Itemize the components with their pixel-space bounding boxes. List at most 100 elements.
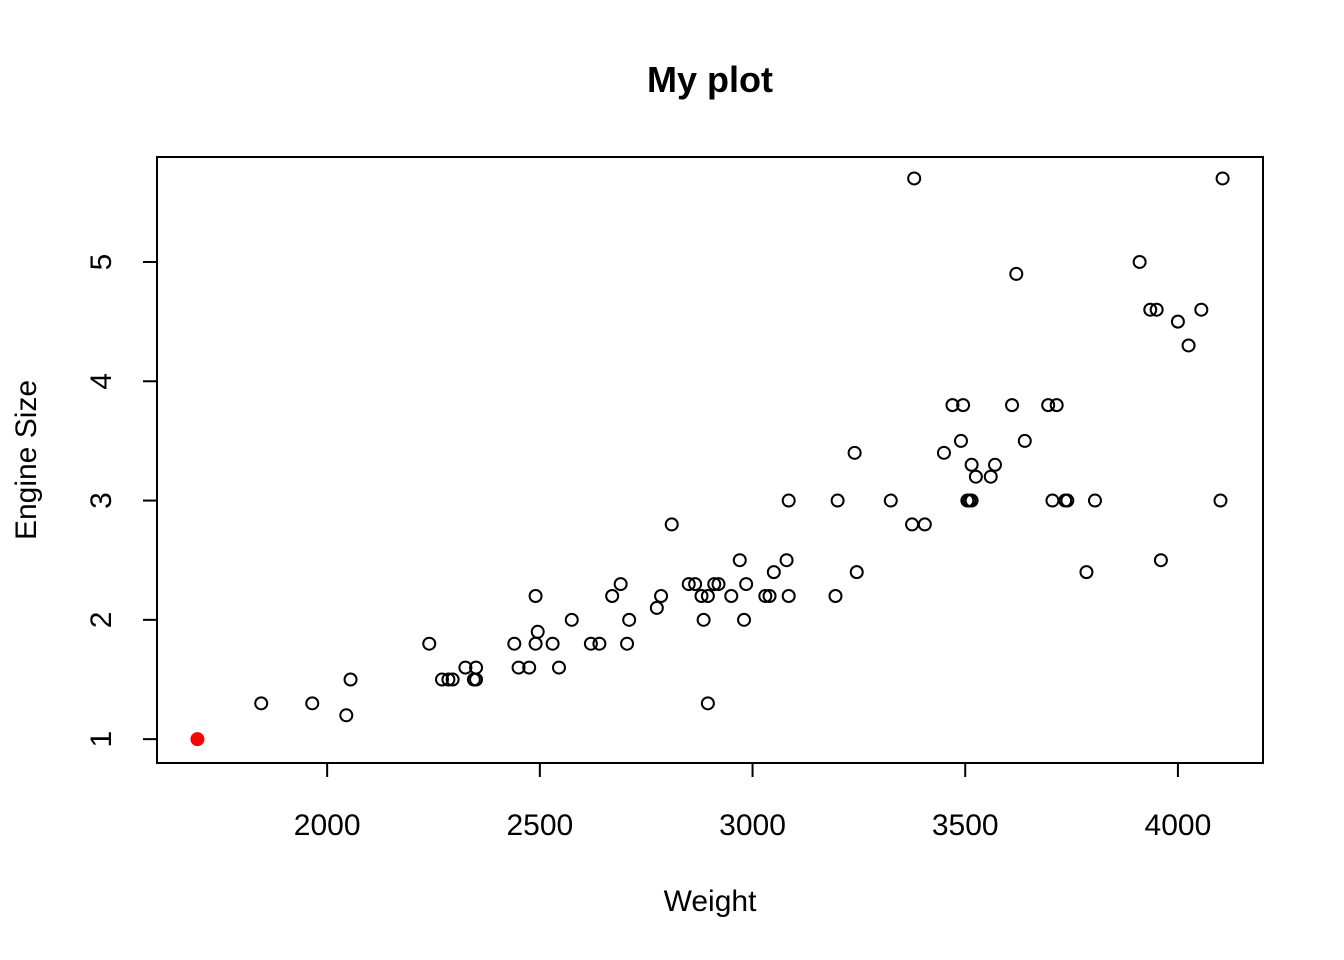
data-point — [1132, 254, 1147, 269]
data-point — [1017, 433, 1032, 448]
data-point — [1049, 398, 1064, 413]
data-point — [1079, 565, 1094, 580]
data-point — [681, 577, 696, 592]
data-point — [445, 672, 460, 687]
x-tick-label: 3000 — [719, 809, 786, 842]
y-tick-label: 1 — [85, 731, 118, 748]
data-point — [530, 624, 545, 639]
data-point — [592, 636, 607, 651]
y-tick-label: 2 — [85, 612, 118, 629]
data-point — [545, 636, 560, 651]
data-point — [507, 636, 522, 651]
data-point — [700, 696, 715, 711]
data-point — [758, 588, 773, 603]
data-point — [343, 672, 358, 687]
data-point — [1194, 302, 1209, 317]
data-point — [1181, 338, 1196, 353]
data-point — [883, 493, 898, 508]
data-point — [739, 577, 754, 592]
data-point — [830, 493, 845, 508]
data-point — [1045, 493, 1060, 508]
data-point — [724, 588, 739, 603]
data-point — [1213, 493, 1228, 508]
data-point — [1005, 398, 1020, 413]
y-tick-label: 4 — [85, 373, 118, 390]
data-point — [1087, 493, 1102, 508]
data-point — [583, 636, 598, 651]
data-points — [190, 171, 1230, 747]
y-tick-label: 5 — [85, 254, 118, 271]
x-tick-label: 4000 — [1145, 809, 1212, 842]
data-point — [305, 696, 320, 711]
data-point — [664, 517, 679, 532]
data-point — [956, 398, 971, 413]
highlighted-point — [190, 732, 205, 747]
data-point — [254, 696, 269, 711]
data-point — [847, 445, 862, 460]
data-point — [983, 469, 998, 484]
x-tick-label: 2000 — [294, 809, 361, 842]
data-point — [781, 588, 796, 603]
data-point — [654, 588, 669, 603]
data-point — [441, 672, 456, 687]
data-point — [828, 588, 843, 603]
data-point — [849, 565, 864, 580]
data-point — [435, 672, 450, 687]
data-point — [688, 577, 703, 592]
data-point — [1060, 493, 1075, 508]
data-point — [732, 553, 747, 568]
y-axis: 1 2 3 4 5 — [85, 254, 158, 748]
data-point — [339, 708, 354, 723]
data-point — [779, 553, 794, 568]
x-axis-label: Weight — [664, 885, 757, 918]
x-axis: 2000 2500 3000 3500 4000 — [294, 762, 1212, 842]
data-point — [964, 493, 979, 508]
data-point — [917, 517, 932, 532]
data-point — [458, 660, 473, 675]
data-point — [936, 445, 951, 460]
x-tick-label: 2500 — [506, 809, 573, 842]
data-point — [700, 588, 715, 603]
data-point — [1170, 314, 1185, 329]
chart-title: My plot — [647, 59, 773, 100]
plot-frame — [156, 156, 1264, 764]
data-point — [1215, 171, 1230, 186]
data-point — [528, 588, 543, 603]
data-point — [694, 588, 709, 603]
y-tick-label: 3 — [85, 492, 118, 509]
data-point — [711, 577, 726, 592]
data-point — [1143, 302, 1158, 317]
data-point — [522, 660, 537, 675]
data-point — [649, 600, 664, 615]
data-point — [907, 171, 922, 186]
data-point — [528, 636, 543, 651]
data-point — [766, 565, 781, 580]
data-point — [905, 517, 920, 532]
data-point — [737, 612, 752, 627]
y-axis-label: Engine Size — [10, 380, 43, 540]
data-point — [605, 588, 620, 603]
data-point — [707, 577, 722, 592]
data-point — [964, 457, 979, 472]
data-point — [613, 577, 628, 592]
data-point — [564, 612, 579, 627]
data-point — [1153, 553, 1168, 568]
data-point — [953, 433, 968, 448]
data-point — [622, 612, 637, 627]
data-point — [696, 612, 711, 627]
data-point — [1041, 398, 1056, 413]
data-point — [1009, 266, 1024, 281]
data-point — [945, 398, 960, 413]
data-point — [968, 469, 983, 484]
data-point — [469, 672, 484, 687]
x-tick-label: 3500 — [932, 809, 999, 842]
data-point — [511, 660, 526, 675]
data-point — [620, 636, 635, 651]
data-point — [988, 457, 1003, 472]
data-point — [781, 493, 796, 508]
data-point — [762, 588, 777, 603]
data-point — [422, 636, 437, 651]
data-point — [551, 660, 566, 675]
data-point — [1149, 302, 1164, 317]
